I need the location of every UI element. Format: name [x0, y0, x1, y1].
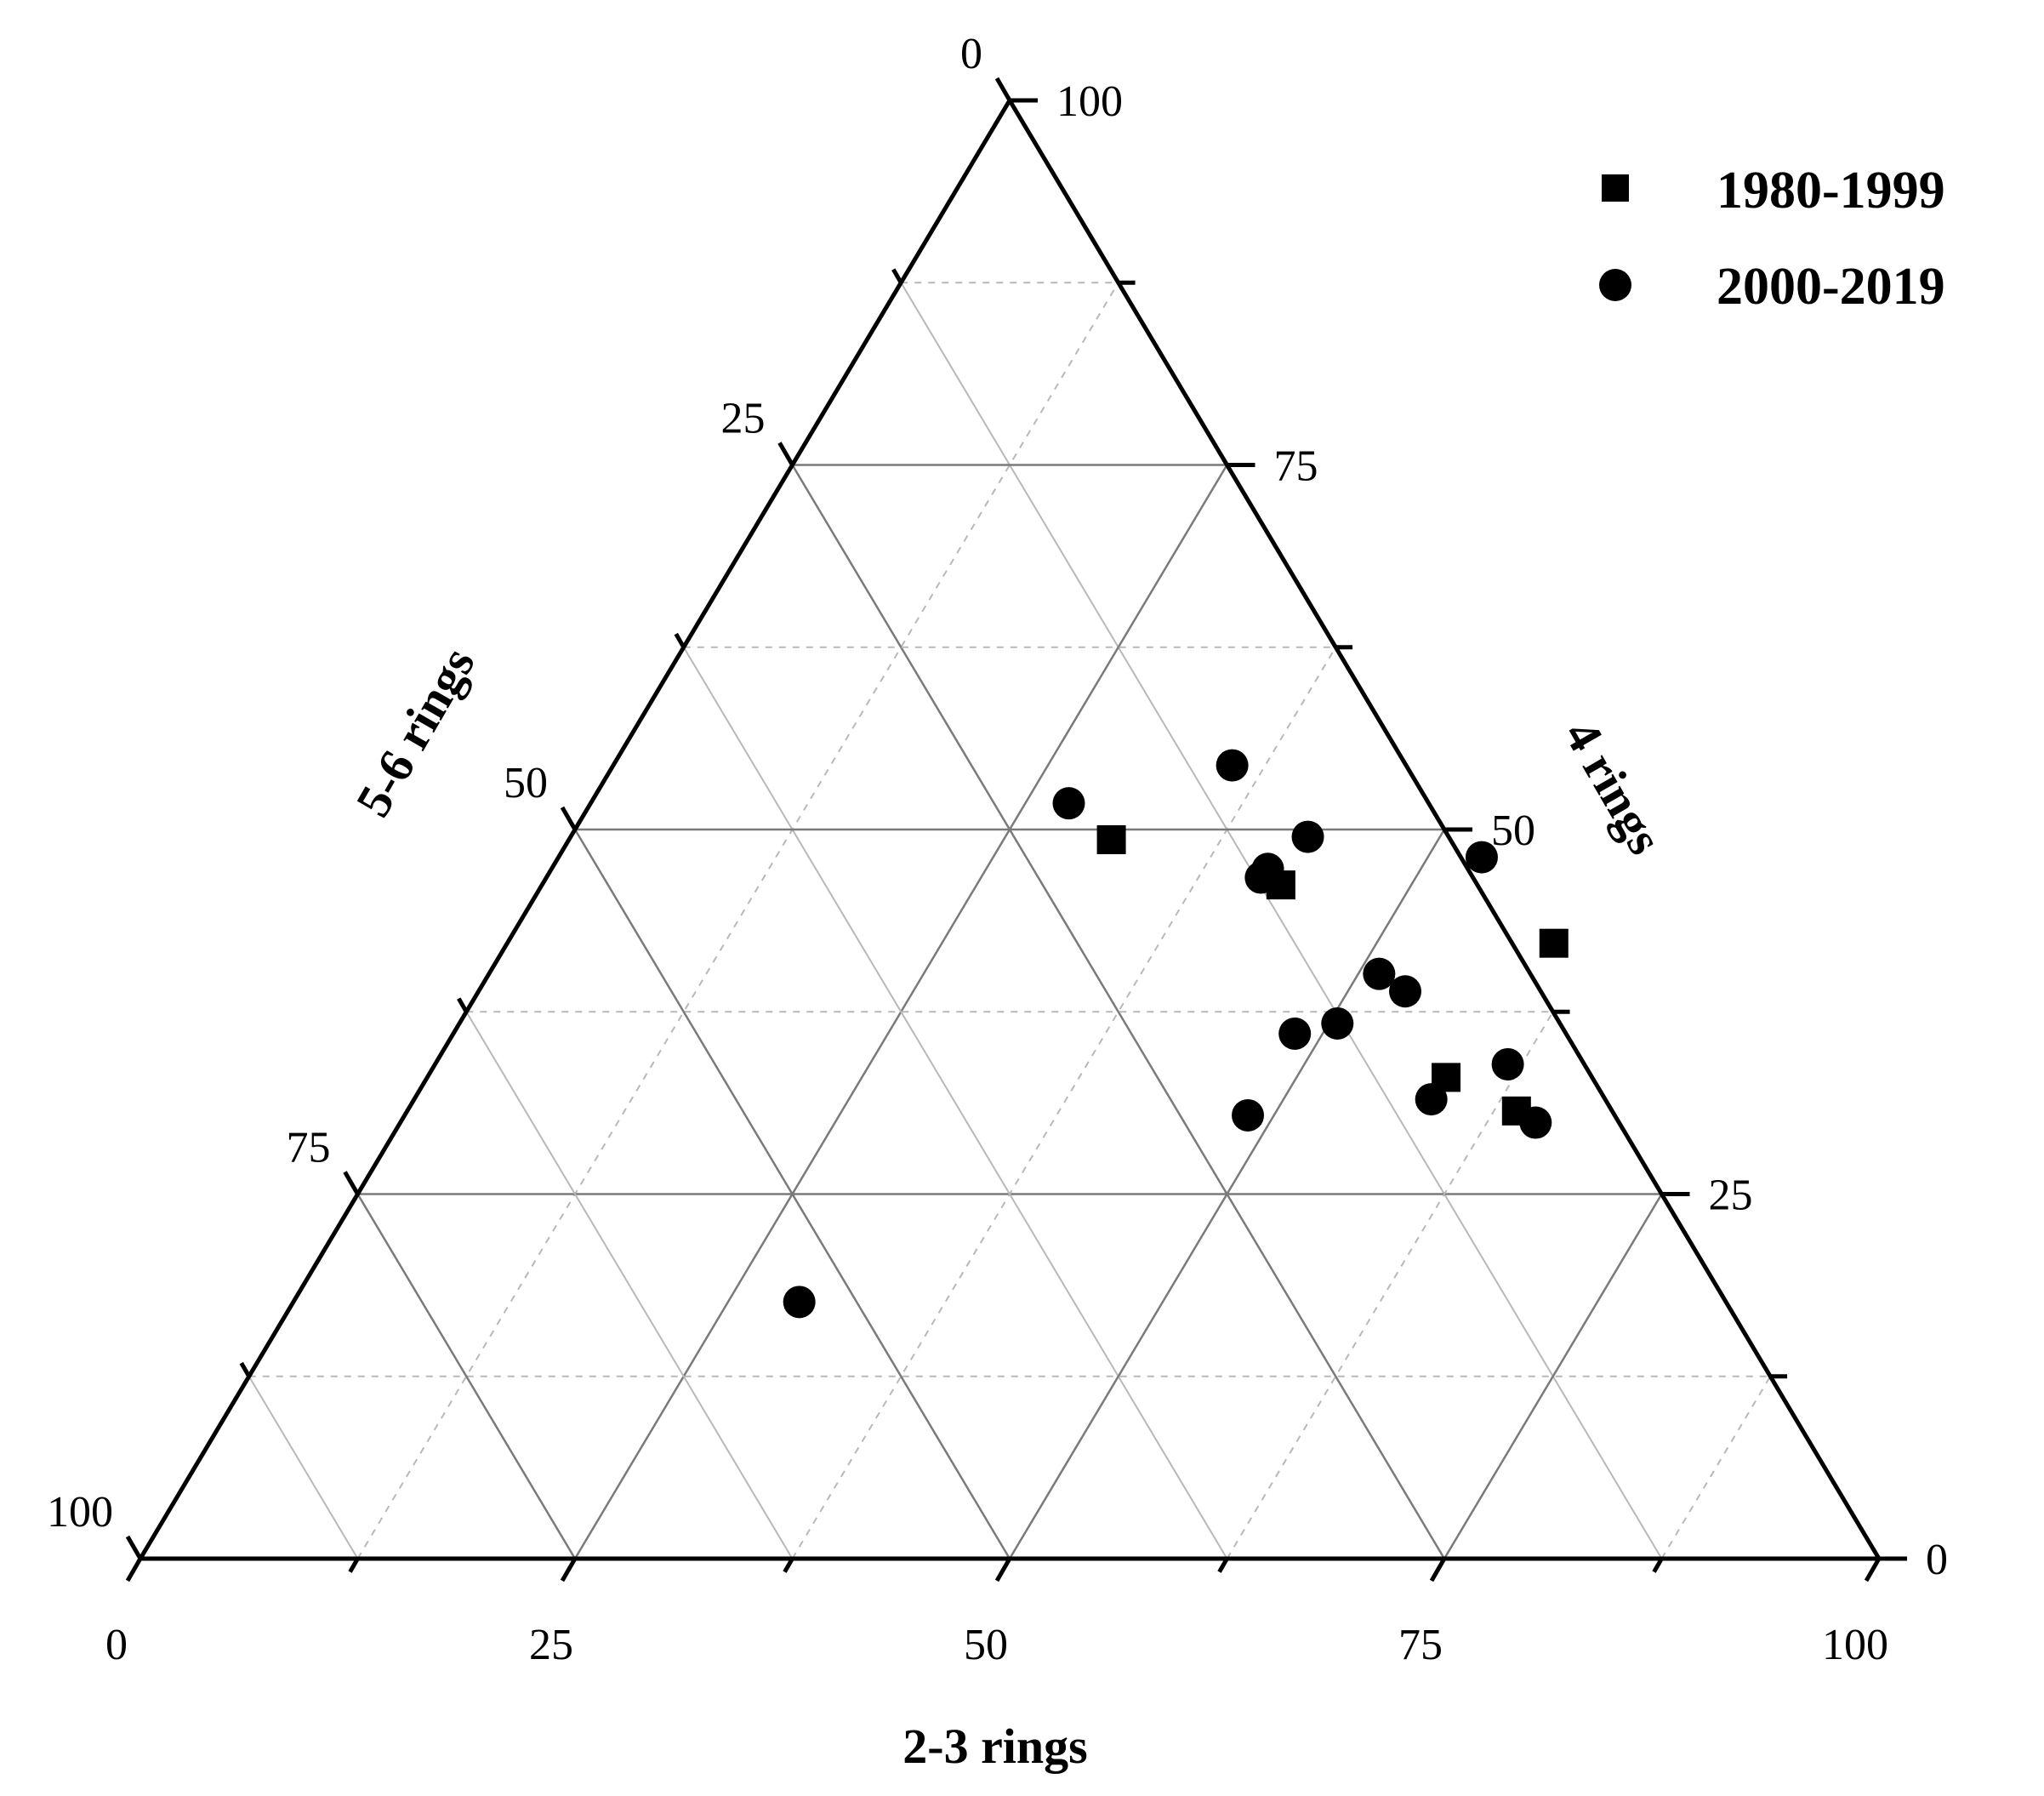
data-point-circle	[783, 1286, 816, 1319]
tick-label-bottom: 75	[1398, 1621, 1443, 1669]
tick-bottom	[1217, 1557, 1229, 1573]
data-point-circle	[1232, 1098, 1265, 1132]
grid-line-five-six-rings	[682, 647, 1228, 1559]
tick-bottom	[125, 1557, 143, 1582]
legend-circle-marker	[1599, 269, 1631, 301]
data-points	[783, 749, 1569, 1319]
tick-label-bottom: 25	[529, 1621, 573, 1669]
data-point-circle	[1321, 1006, 1354, 1040]
tick-bottom	[783, 1557, 794, 1573]
data-point-square	[1096, 824, 1126, 854]
tick-bottom	[1429, 1557, 1447, 1582]
legend-label-2000-2019: 2000-2019	[1717, 258, 1945, 316]
legend: 1980-1999 2000-2019	[1599, 162, 1945, 316]
right-axis-title: 4 rings	[1553, 711, 1673, 864]
tick-bottom	[994, 1557, 1012, 1582]
legend-square-marker	[1602, 174, 1629, 202]
tick-bottom	[560, 1557, 578, 1582]
data-point-circle	[1389, 975, 1422, 1008]
grid-line-five-six-rings	[900, 282, 1663, 1559]
data-point-circle	[1363, 957, 1396, 990]
data-point-circle	[1244, 861, 1278, 894]
grid-line-five-six-rings	[573, 829, 1011, 1559]
grid-line-two-three-rings	[1443, 1193, 1663, 1559]
tick-left	[560, 806, 578, 831]
data-point-circle	[1519, 1106, 1552, 1139]
axis-ticks: 0 0 0 25 25 25 50 50 50 75 75 75 100 100 100	[47, 30, 1948, 1669]
tick-left	[343, 1171, 360, 1195]
grid-line-five-six-rings	[248, 1376, 359, 1559]
data-point-circle	[1216, 749, 1249, 782]
left-axis-title: 5-6 rings	[345, 638, 486, 826]
tick-left	[457, 997, 469, 1013]
grid-line-five-six-rings	[791, 464, 1446, 1559]
grid-line-two-three-rings	[356, 282, 1119, 1559]
tick-bottom	[1864, 1557, 1882, 1582]
tick-bottom	[1652, 1557, 1664, 1573]
tick-label-bottom: 50	[964, 1621, 1008, 1669]
tick-label-right: 25	[1709, 1172, 1753, 1220]
tick-left	[125, 1535, 143, 1560]
tick-label-bottom: 100	[1822, 1621, 1888, 1669]
tick-label-right: 75	[1274, 442, 1318, 491]
tick-label-right: 0	[1926, 1536, 1948, 1584]
grid-lines	[248, 282, 1772, 1559]
tick-label-left: 75	[287, 1124, 331, 1172]
data-point-square	[1539, 928, 1569, 958]
tick-left	[994, 77, 1012, 102]
bottom-axis-title: 2-3 rings	[902, 1719, 1088, 1774]
tick-label-left: 50	[504, 759, 548, 807]
tick-left	[891, 268, 903, 284]
tick-bottom	[348, 1557, 360, 1573]
grid-line-two-three-rings	[1226, 1011, 1554, 1559]
data-point-circle	[1491, 1047, 1524, 1080]
grid-line-five-six-rings	[465, 1011, 794, 1559]
tick-label-left: 100	[47, 1488, 113, 1537]
tick-label-left: 25	[721, 395, 766, 443]
data-point-circle	[1291, 820, 1324, 853]
tick-label-bottom: 0	[105, 1621, 128, 1669]
tick-label-left: 0	[960, 30, 982, 78]
data-point-circle	[1415, 1083, 1448, 1116]
grid-line-five-six-rings	[356, 1193, 577, 1559]
tick-left	[674, 632, 686, 649]
grid-line-two-three-rings	[1660, 1376, 1772, 1559]
legend-label-1980-1999: 1980-1999	[1717, 162, 1945, 220]
data-point-circle	[1278, 1017, 1312, 1050]
data-point-circle	[1465, 841, 1498, 874]
data-point-circle	[1052, 787, 1085, 820]
tick-left	[239, 1361, 251, 1378]
tick-label-right: 50	[1491, 807, 1535, 855]
grid-line-two-three-rings	[1008, 829, 1446, 1559]
tick-label-right: 100	[1056, 77, 1123, 126]
tick-left	[777, 442, 794, 466]
